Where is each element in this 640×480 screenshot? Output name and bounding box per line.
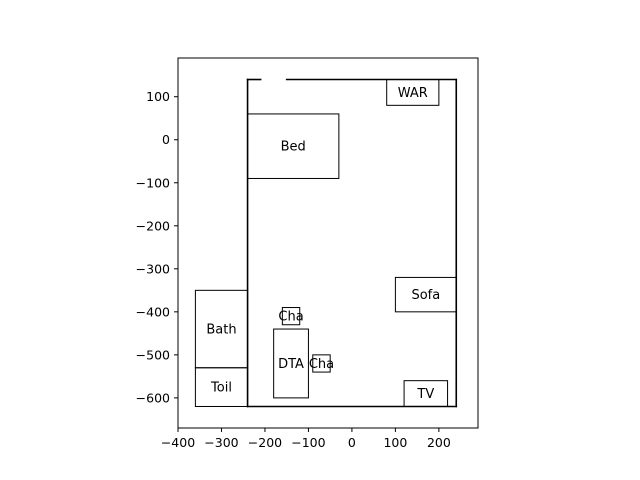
furniture-cha-label: Cha — [278, 310, 303, 325]
furniture-toil-label: Toil — [210, 381, 232, 396]
furniture-bed-box — [247, 113, 340, 179]
y-tick-label: −600 — [136, 390, 170, 405]
x-tick-label: −400 — [161, 435, 195, 450]
furniture-cha-box — [312, 354, 331, 373]
x-tick-label: 200 — [427, 435, 451, 450]
y-tick-label: −400 — [136, 304, 170, 319]
x-tick-label: −200 — [248, 435, 282, 450]
furniture-sofa-box — [394, 276, 457, 313]
furniture-cha-box — [281, 307, 301, 326]
furniture-layer: WAR Bed Sofa Cha DTA Cha TV Bath Toil — [194, 79, 457, 407]
furniture-bed-label: Bed — [281, 140, 306, 155]
furniture-war-label: WAR — [398, 86, 428, 101]
furniture-bath-label: Bath — [206, 323, 236, 338]
y-tick-label: 0 — [162, 132, 170, 147]
y-tick-label: −200 — [136, 218, 170, 233]
furniture-dta-box — [273, 328, 309, 399]
y-axis: 100 0 −100 −200 −300 −400 −500 −600 — [136, 89, 178, 405]
furniture-war-box — [386, 79, 440, 106]
y-tick-label: 100 — [146, 89, 170, 104]
x-axis: −400 −300 −200 −100 0 100 200 — [161, 428, 451, 450]
furniture-tv-box — [403, 380, 449, 407]
y-tick-label: −500 — [136, 347, 170, 362]
furniture-sofa-label: Sofa — [411, 288, 440, 303]
x-tick-label: 0 — [348, 435, 356, 450]
y-tick-label: −300 — [136, 261, 170, 276]
furniture-tv-label: TV — [416, 387, 434, 402]
furniture-dta-label: DTA — [278, 357, 304, 372]
y-tick-label: −100 — [136, 175, 170, 190]
x-tick-label: −300 — [204, 435, 238, 450]
x-tick-label: −100 — [291, 435, 325, 450]
furniture-toil-box — [194, 367, 249, 407]
furniture-cha-label: Cha — [309, 357, 334, 372]
x-tick-label: 100 — [383, 435, 407, 450]
axes-frame — [177, 57, 479, 429]
